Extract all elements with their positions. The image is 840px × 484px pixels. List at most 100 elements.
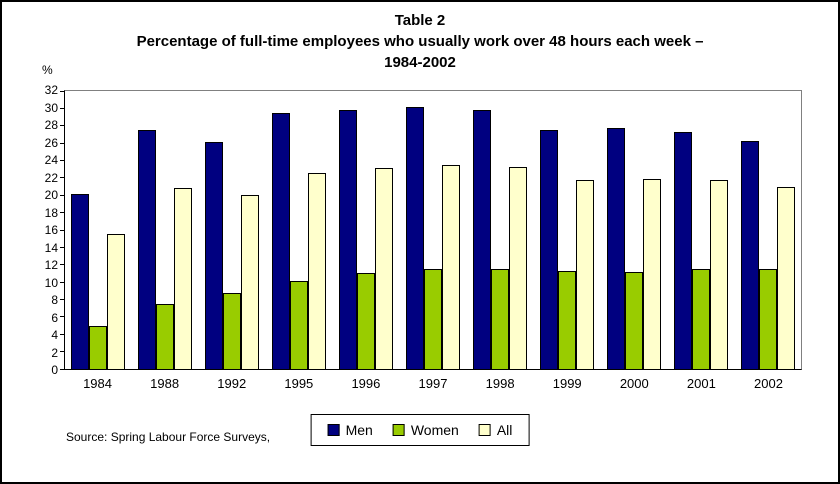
bar-all-1998	[508, 166, 527, 369]
bar-men-2001	[673, 131, 692, 369]
x-tick-label: 1997	[418, 376, 448, 391]
bar-women-1995	[290, 281, 309, 369]
y-tick-mark	[60, 351, 65, 353]
y-tick-label: 32	[44, 83, 58, 97]
bar-group-2002	[734, 91, 801, 369]
x-tick-label: 1992	[217, 376, 247, 391]
x-tick-label: 1995	[284, 376, 314, 391]
bar-women-1998	[490, 269, 509, 369]
legend-item-men: Men	[327, 422, 373, 438]
plot-area	[60, 90, 802, 370]
bar-group-1998	[466, 91, 533, 369]
y-tick-label: 0	[51, 363, 58, 377]
legend-swatch-women	[392, 424, 405, 436]
legend-swatch-men	[327, 424, 340, 436]
legend-item-all: All	[478, 422, 513, 438]
bar-group-1997	[400, 91, 467, 369]
y-tick-label: 26	[44, 135, 58, 150]
bar-men-2002	[740, 141, 759, 369]
bar-group-1988	[132, 91, 199, 369]
y-axis-unit-label: %	[42, 63, 53, 77]
bar-women-1988	[156, 303, 175, 369]
x-tick-label: 1996	[351, 376, 381, 391]
x-tick-label: 1999	[552, 376, 582, 391]
y-axis: 0 2 4 6 8 10 12 14 16 18 20 22 24 26 28 30 32	[16, 84, 58, 376]
bar-group-1984	[65, 91, 132, 369]
y-tick-mark	[60, 177, 65, 179]
bar-all-2002	[776, 186, 795, 369]
chart-title: Table 2 Percentage of full-time employee…	[2, 10, 838, 73]
bar-all-2001	[709, 180, 728, 369]
bar-group-1999	[533, 91, 600, 369]
y-tick-mark	[60, 107, 65, 109]
x-tick-label: 1998	[485, 376, 515, 391]
y-tick-mark	[60, 299, 65, 300]
y-tick-label: 28	[44, 118, 58, 132]
bar-women-2000	[624, 271, 643, 369]
y-tick-mark	[60, 212, 65, 214]
y-tick-mark	[60, 229, 65, 231]
legend: Men Women All	[310, 414, 530, 446]
chart-title-subtitle: Percentage of full-time employees who us…	[136, 33, 704, 71]
bar-women-1984	[89, 325, 108, 369]
y-tick-mark	[60, 316, 65, 318]
y-tick-mark	[60, 246, 65, 248]
bar-group-2001	[667, 91, 734, 369]
y-tick-mark	[60, 333, 65, 335]
y-tick-label: 20	[44, 188, 58, 202]
bar-women-2001	[691, 269, 710, 369]
y-tick-mark	[60, 194, 65, 196]
x-tick-label: 2002	[754, 376, 783, 391]
y-tick-mark	[60, 142, 65, 144]
bar-all-2000	[642, 178, 661, 369]
bar-group-1996	[333, 91, 400, 369]
bar-women-2002	[758, 269, 777, 369]
y-tick-label: 18	[44, 205, 58, 220]
y-tick-label: 24	[44, 153, 58, 167]
bar-group-1992	[199, 91, 266, 369]
y-tick-mark	[60, 368, 65, 370]
bar-all-1999	[575, 180, 594, 369]
bar-women-1996	[357, 273, 376, 369]
legend-label: All	[496, 422, 513, 438]
y-tick-label: 14	[44, 240, 58, 255]
bar-all-1995	[308, 172, 327, 369]
bar-all-1992	[241, 195, 260, 369]
y-tick-label: 6	[51, 310, 58, 325]
bar-men-1998	[472, 110, 491, 369]
bar-all-1996	[375, 168, 394, 369]
y-tick-label: 16	[44, 223, 58, 237]
bar-men-2000	[606, 128, 625, 369]
y-tick-label: 4	[51, 328, 58, 342]
bar-men-1984	[71, 193, 90, 369]
y-tick-label: 2	[51, 345, 58, 360]
y-tick-mark	[60, 125, 65, 127]
bar-all-1984	[107, 234, 126, 369]
bar-all-1997	[441, 164, 460, 369]
bar-group-1995	[266, 91, 333, 369]
bar-men-1999	[539, 130, 558, 369]
bar-men-1995	[272, 112, 291, 369]
x-tick-label: 2000	[619, 376, 649, 391]
source-text: Source: Spring Labour Force Surveys,	[66, 430, 271, 444]
x-tick-label: 1984	[83, 376, 112, 391]
x-axis: 1984 1988 1992 1995 1996 1997 1998 1999 2000 2001…	[64, 376, 802, 391]
bar-men-1992	[205, 142, 224, 369]
legend-item-women: Women	[392, 422, 459, 438]
bar-men-1996	[339, 110, 358, 369]
y-tick-label: 22	[44, 170, 58, 185]
y-tick-mark	[60, 160, 65, 161]
y-tick-label: 30	[44, 100, 58, 115]
y-tick-mark	[60, 264, 65, 266]
legend-label: Men	[345, 422, 373, 438]
y-tick-label: 8	[51, 293, 58, 307]
chart-title-line1: Table 2	[394, 12, 446, 29]
bar-all-1988	[174, 188, 193, 369]
bar-men-1997	[405, 106, 424, 369]
bar-women-1992	[223, 292, 242, 369]
bar-women-1999	[557, 270, 576, 369]
y-tick-label: 10	[44, 275, 58, 290]
y-tick-mark	[60, 90, 65, 92]
bar-group-2000	[600, 91, 667, 369]
